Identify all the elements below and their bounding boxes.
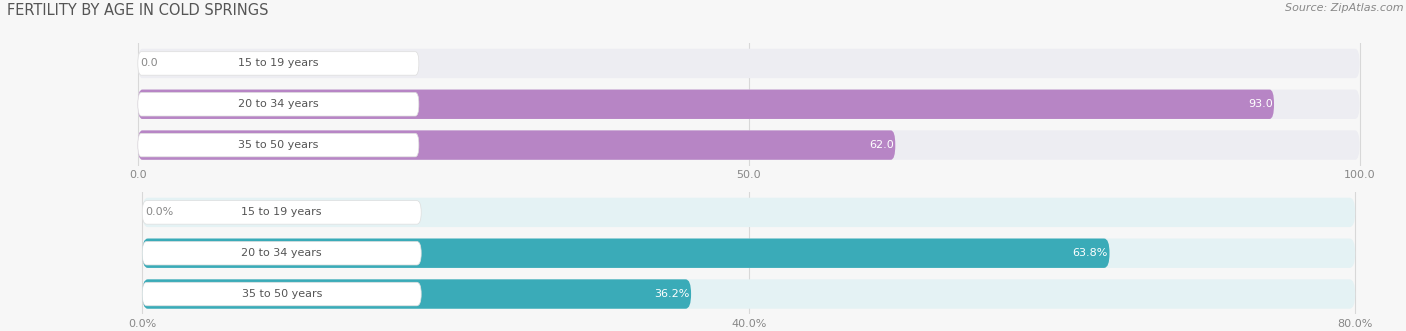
FancyBboxPatch shape xyxy=(142,201,422,224)
FancyBboxPatch shape xyxy=(142,282,422,306)
FancyBboxPatch shape xyxy=(138,90,1360,119)
Text: 20 to 34 years: 20 to 34 years xyxy=(242,248,322,258)
Text: 0.0: 0.0 xyxy=(141,59,157,69)
Text: 15 to 19 years: 15 to 19 years xyxy=(242,208,322,217)
FancyBboxPatch shape xyxy=(142,241,422,265)
FancyBboxPatch shape xyxy=(142,198,1355,227)
Text: 20 to 34 years: 20 to 34 years xyxy=(238,99,319,109)
Text: 35 to 50 years: 35 to 50 years xyxy=(238,140,319,150)
FancyBboxPatch shape xyxy=(138,130,1360,160)
Text: 36.2%: 36.2% xyxy=(654,289,689,299)
FancyBboxPatch shape xyxy=(138,92,419,116)
Text: 0.0%: 0.0% xyxy=(145,208,173,217)
FancyBboxPatch shape xyxy=(142,239,1109,268)
FancyBboxPatch shape xyxy=(138,52,419,75)
FancyBboxPatch shape xyxy=(138,130,896,160)
Text: FERTILITY BY AGE IN COLD SPRINGS: FERTILITY BY AGE IN COLD SPRINGS xyxy=(7,3,269,18)
Text: 35 to 50 years: 35 to 50 years xyxy=(242,289,322,299)
FancyBboxPatch shape xyxy=(142,279,1355,309)
FancyBboxPatch shape xyxy=(142,279,692,309)
FancyBboxPatch shape xyxy=(142,239,1355,268)
FancyBboxPatch shape xyxy=(138,133,419,157)
Text: 15 to 19 years: 15 to 19 years xyxy=(238,59,319,69)
FancyBboxPatch shape xyxy=(138,49,1360,78)
Text: 62.0: 62.0 xyxy=(869,140,894,150)
Text: 63.8%: 63.8% xyxy=(1073,248,1108,258)
Text: 93.0: 93.0 xyxy=(1249,99,1272,109)
Text: Source: ZipAtlas.com: Source: ZipAtlas.com xyxy=(1285,3,1403,13)
FancyBboxPatch shape xyxy=(138,90,1274,119)
